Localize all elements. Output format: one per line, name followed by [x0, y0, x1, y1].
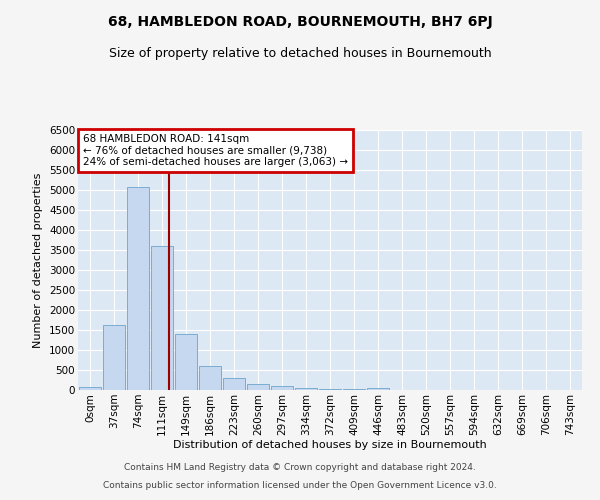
- Bar: [295, 388, 317, 390]
- Bar: [199, 366, 221, 390]
- Bar: [151, 246, 173, 390]
- Text: 68 HAMBLEDON ROAD: 141sqm
← 76% of detached houses are smaller (9,738)
24% of se: 68 HAMBLEDON ROAD: 141sqm ← 76% of detac…: [83, 134, 348, 167]
- Bar: [223, 378, 245, 390]
- Bar: [127, 187, 149, 390]
- Bar: [247, 384, 269, 390]
- Bar: [103, 325, 125, 390]
- Bar: [343, 389, 365, 390]
- Bar: [271, 386, 293, 390]
- Bar: [175, 334, 197, 390]
- X-axis label: Distribution of detached houses by size in Bournemouth: Distribution of detached houses by size …: [173, 440, 487, 450]
- Text: 68, HAMBLEDON ROAD, BOURNEMOUTH, BH7 6PJ: 68, HAMBLEDON ROAD, BOURNEMOUTH, BH7 6PJ: [107, 15, 493, 29]
- Text: Contains public sector information licensed under the Open Government Licence v3: Contains public sector information licen…: [103, 481, 497, 490]
- Text: Contains HM Land Registry data © Crown copyright and database right 2024.: Contains HM Land Registry data © Crown c…: [124, 464, 476, 472]
- Bar: [79, 387, 101, 390]
- Bar: [319, 389, 341, 390]
- Bar: [367, 388, 389, 390]
- Y-axis label: Number of detached properties: Number of detached properties: [34, 172, 43, 348]
- Text: Size of property relative to detached houses in Bournemouth: Size of property relative to detached ho…: [109, 48, 491, 60]
